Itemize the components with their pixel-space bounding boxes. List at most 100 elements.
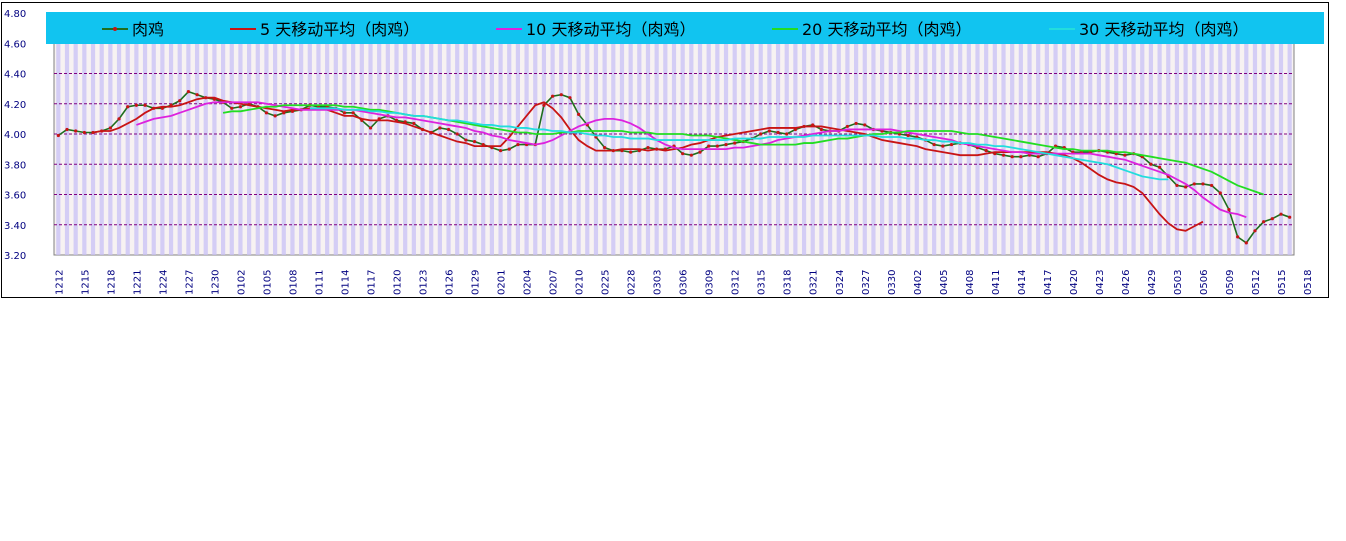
background-bar — [819, 43, 824, 255]
background-bar — [1244, 43, 1249, 255]
x-tick-label: 0414 — [1017, 270, 1028, 295]
background-bar — [82, 43, 87, 255]
series-line — [309, 107, 1169, 181]
background-bar — [437, 43, 442, 255]
background-bar — [229, 43, 234, 255]
x-tick-label: 0327 — [861, 270, 872, 295]
data-point — [351, 111, 355, 115]
background-bar — [1166, 43, 1171, 255]
y-tick-label: 4.20 — [4, 100, 26, 111]
data-point — [603, 146, 607, 150]
series-layer — [56, 90, 1292, 245]
background-bar — [429, 43, 434, 255]
x-tick-label: 1212 — [54, 270, 65, 295]
background-bar — [1001, 43, 1006, 255]
background-bar — [463, 43, 468, 255]
x-tick-label: 0102 — [236, 270, 247, 295]
data-point — [498, 149, 503, 153]
x-tick-label: 0306 — [679, 270, 690, 295]
data-point — [1001, 153, 1006, 157]
x-tick-label: 0426 — [1121, 270, 1132, 295]
data-point — [1157, 165, 1162, 169]
x-tick-label: 0315 — [757, 270, 768, 295]
background-bar — [541, 43, 547, 255]
x-tick-label: 0417 — [1043, 270, 1054, 295]
x-tick-label: 0129 — [471, 270, 482, 295]
x-tick-label: 1230 — [210, 270, 221, 295]
x-tick-label: 0515 — [1277, 270, 1288, 295]
background-bar — [446, 43, 451, 255]
background-bar — [897, 43, 902, 255]
data-point — [1036, 155, 1040, 159]
background-bar — [420, 43, 425, 255]
legend-label: 30 天移动平均（肉鸡） — [1079, 20, 1248, 39]
x-tick-label: 0120 — [393, 270, 404, 295]
data-point — [984, 149, 988, 153]
background-bar — [533, 43, 538, 255]
background-bar — [264, 43, 269, 255]
background-bar — [1235, 43, 1240, 255]
x-tick-label: 0402 — [913, 270, 924, 295]
background-bar — [325, 43, 330, 255]
data-point — [186, 90, 191, 94]
background-bar — [99, 43, 104, 255]
data-point — [126, 105, 130, 109]
x-tick-label: 0518 — [1303, 270, 1314, 295]
data-point — [1218, 191, 1222, 195]
background-bar — [220, 43, 226, 255]
series-line — [136, 101, 1247, 219]
background-bar — [1278, 43, 1284, 255]
x-tick-label: 0225 — [601, 270, 612, 295]
data-point — [629, 150, 633, 154]
background-bar — [940, 43, 945, 255]
background-bar — [290, 43, 295, 255]
x-tick-label: 0126 — [445, 270, 456, 295]
background-bar — [593, 43, 599, 255]
background-bar — [749, 43, 755, 255]
data-point — [446, 127, 451, 132]
x-tick-label: 0506 — [1199, 270, 1210, 295]
legend-label: 肉鸡 — [132, 20, 164, 39]
data-point — [785, 132, 789, 136]
background-bar — [333, 43, 338, 255]
background-bar — [316, 43, 321, 255]
background-bar — [810, 43, 815, 255]
background-bar — [862, 43, 867, 255]
data-point — [759, 132, 763, 136]
background-bar — [394, 43, 399, 255]
background-bar — [238, 43, 243, 255]
data-point — [143, 103, 147, 107]
x-tick-label: 0309 — [705, 270, 716, 295]
data-point — [368, 126, 373, 130]
data-point — [178, 99, 182, 103]
data-point — [932, 142, 936, 147]
background-bar — [1252, 43, 1258, 255]
y-tick-label: 4.00 — [4, 130, 26, 141]
background-bar — [90, 43, 96, 255]
data-point — [117, 117, 121, 121]
background-bar — [168, 43, 174, 255]
x-tick-label: 0318 — [783, 270, 794, 295]
data-point — [707, 144, 711, 148]
background-bar — [845, 43, 850, 255]
background-bar — [836, 43, 841, 255]
x-tick-label: 0429 — [1147, 270, 1158, 295]
data-point — [1227, 208, 1231, 212]
data-point — [854, 121, 858, 126]
x-tick-label: 0228 — [627, 270, 638, 295]
x-tick-label: 1215 — [80, 270, 91, 295]
background-bar — [1053, 43, 1058, 255]
data-point — [472, 139, 477, 144]
background-bar — [351, 43, 356, 255]
data-point — [1123, 153, 1127, 157]
data-point — [1253, 229, 1257, 233]
background-bar — [1209, 43, 1214, 255]
data-point — [264, 111, 269, 115]
background-bar — [611, 43, 616, 255]
data-point — [1279, 212, 1283, 216]
background-bar — [472, 43, 477, 255]
background-bar — [932, 43, 937, 255]
background-bar — [914, 43, 919, 255]
background-bar — [255, 43, 260, 255]
data-point — [412, 121, 416, 126]
